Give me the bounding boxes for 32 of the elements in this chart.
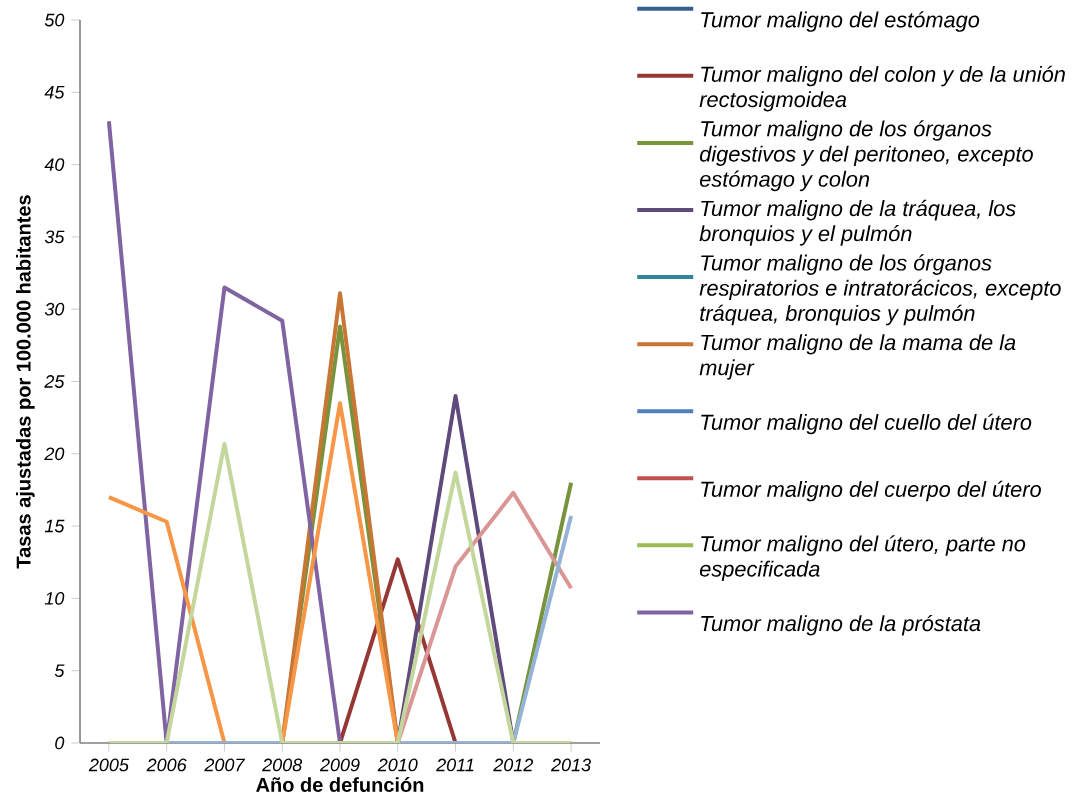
x-tick-label: 2009 [319,758,360,772]
legend-label: Tumor maligno de la tráquea, los bronquios y el pulmón [699,199,1016,246]
x-tick-label: 2008 [262,758,303,772]
legend-label: Tumor maligno del cuerpo del útero [701,480,1041,502]
y-tick-label: 40 [44,158,65,171]
legend-label: Tumor maligno del estómago [701,11,980,32]
y-tick-label: 20 [44,447,65,461]
x-tick-label: 2007 [204,758,246,772]
x-tick-label: 2012 [493,758,534,772]
x-axis-title: Año de defunción [256,777,424,792]
y-tick-label: 5 [54,664,65,677]
legend-label: Tumor maligno de la mama de la mujer [699,334,1016,380]
y-tick-label: 10 [44,592,65,605]
y-tick-label: 35 [44,230,65,244]
y-axis-title: Tasas ajustadas por 100.000 habitantes [16,195,35,569]
x-tick-label: 2013 [550,758,591,772]
legend-label: Tumor maligno de los órganos digestivos y del peritoneo, excepto estómago y colon [699,120,1033,192]
y-tick-label: 0 [55,736,65,750]
legend-label: Tumor maligno del colon y de la unión rectosigmoidea [699,65,1065,112]
y-tick-label: 45 [44,86,65,99]
x-tick-label: 2006 [146,758,187,772]
x-tick-label: 2011 [436,758,474,772]
y-tick-label: 30 [44,302,65,316]
legend-label: Tumor maligno del útero, parte no especificada [699,535,1026,582]
y-tick-label: 15 [44,519,65,533]
legend-label: Tumor maligno de los órganos respiratorios e intratorácicos, excepto tráquea, bronquios y pulmón [699,254,1061,326]
y-tick-label: 25 [44,375,65,388]
x-tick-label: 2005 [88,758,129,772]
y-tick-label: 50 [44,13,65,27]
legend-label: Tumor maligno del cuello del útero [701,413,1032,435]
legend-label: Tumor maligno de la próstata [701,614,981,636]
x-tick-label: 2010 [377,758,418,772]
